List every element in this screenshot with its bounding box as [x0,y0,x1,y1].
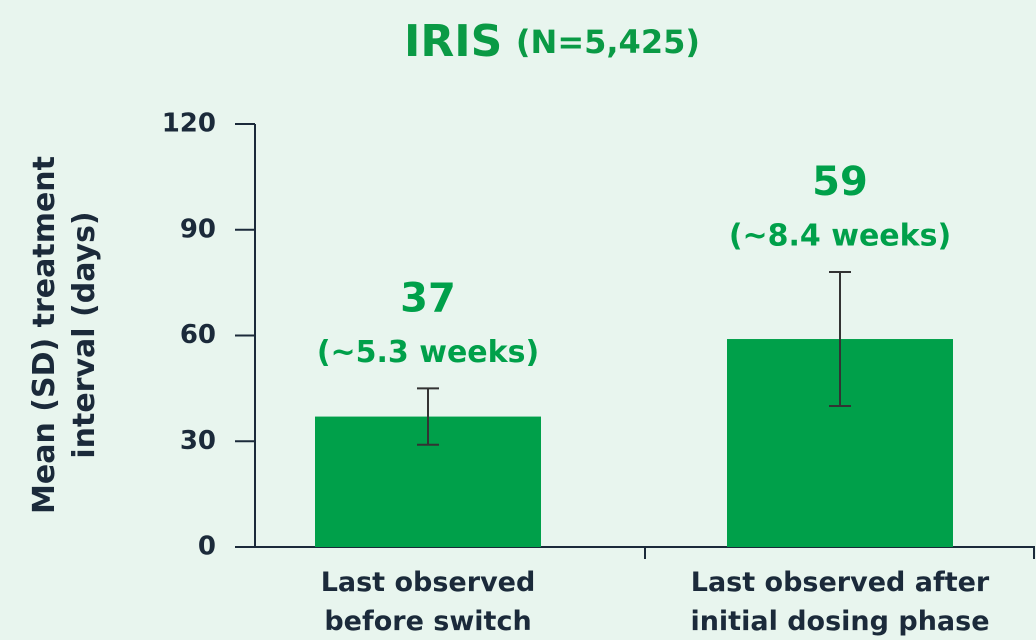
y-tick-label: 120 [162,109,216,139]
x-tick-label: Last observed after initial dosing phase [690,567,989,637]
y-tick-label: 60 [180,320,216,350]
x-tick-label-line: initial dosing phase [690,606,989,637]
value-label: 37 [400,275,456,321]
x-tick-label-line: Last observed [321,567,536,598]
value-label: 59 [812,159,868,205]
chart-title: IRIS (N=5,425) [404,16,700,67]
y-tick-label: 30 [180,426,216,456]
x-tick-label: Last observed before switch [321,567,536,637]
y-axis-label: Mean (SD) treatment interval (days) [27,156,102,514]
y-tick-label: 0 [198,532,216,562]
y-tick-label: 90 [180,214,216,244]
title-sub: (N=5,425) [516,23,700,61]
x-tick-label-line: Last observed after [691,567,990,598]
y-axis-label-line: interval (days) [67,211,102,458]
x-tick-label-line: before switch [324,606,531,637]
annotation: (~8.4 weeks) [729,219,951,254]
annotation: (~5.3 weeks) [317,335,539,370]
y-axis-label-line: Mean (SD) treatment [27,156,62,514]
title-main: IRIS [404,16,502,67]
